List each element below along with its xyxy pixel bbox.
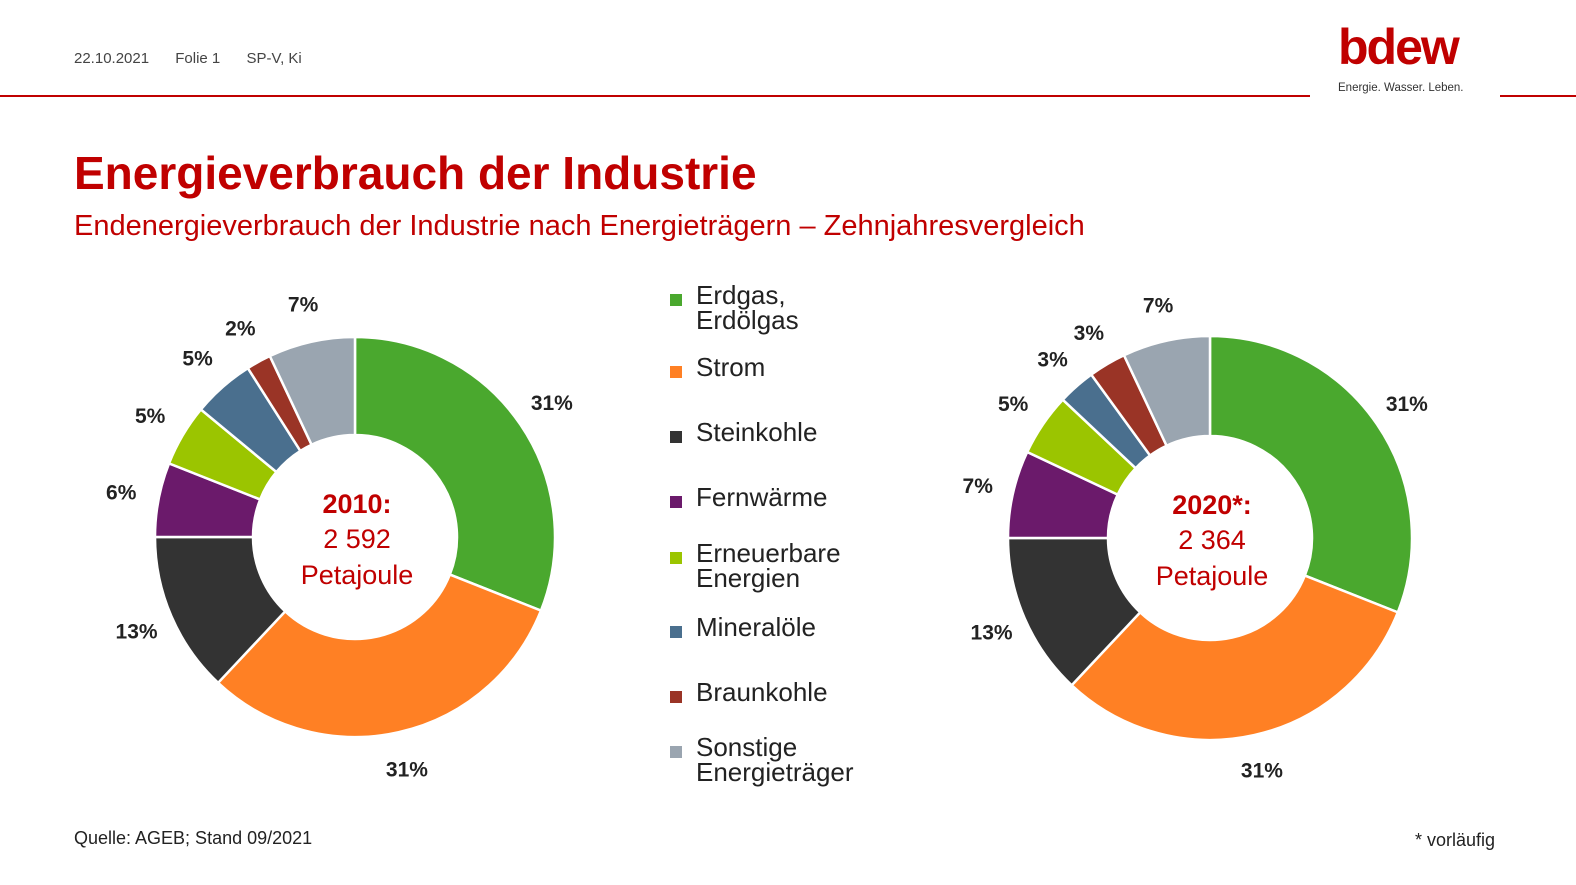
donut-slice-strom: [1069, 573, 1400, 742]
donut-slice-sonstige: [268, 335, 357, 447]
legend-label: Braunkohle: [696, 677, 828, 707]
legend-swatch: [670, 496, 682, 508]
slice-value-label: 3%: [1037, 348, 1068, 371]
slice-value-label: 31%: [1241, 759, 1283, 782]
slide-number: Folie 1: [175, 50, 221, 67]
legend-item-strom: Strom: [670, 352, 896, 382]
source-note: Quelle: AGEB; Stand 09/2021: [74, 828, 313, 848]
legend-item-erneuerbare: Erneuerbare Energien: [670, 538, 896, 593]
slice-value-label: 5%: [998, 393, 1029, 416]
center-unit-label: Petajoule: [301, 560, 414, 590]
slide-meta: 22.10.2021 Folie 1 SP-V, Ki: [74, 50, 324, 67]
slice-value-label: 6%: [106, 481, 137, 504]
center-total-value: 2 592: [323, 524, 391, 554]
center-total-value: 2 364: [1178, 525, 1246, 555]
slide-author: SP-V, Ki: [246, 50, 302, 67]
legend-label: Mineralöle: [696, 612, 816, 642]
page-subtitle: Endenergieverbrauch der Industrie nach E…: [74, 210, 1085, 242]
logo-tagline: Energie. Wasser. Leben.: [1338, 82, 1464, 94]
slice-value-label: 5%: [182, 347, 213, 370]
legend-item-braunkohle: Braunkohle: [670, 677, 896, 707]
center-year-label: 2010:: [322, 489, 391, 519]
center-unit-label: Petajoule: [1156, 561, 1269, 591]
slice-value-label: 5%: [135, 405, 166, 428]
legend-swatch: [670, 366, 682, 378]
page-title: Energieverbrauch der Industrie: [74, 147, 757, 199]
legend-swatch: [670, 691, 682, 703]
donut-slice-sonstige: [1122, 334, 1212, 448]
slice-value-label: 13%: [116, 621, 158, 644]
slide-date: 22.10.2021: [74, 50, 150, 67]
legend-label: Erdgas, Erdölgas: [696, 280, 799, 335]
slice-value-label: 31%: [1386, 393, 1428, 416]
legend-label: Steinkohle: [696, 417, 818, 447]
bdew-logo: bdew Energie. Wasser. Leben.: [1338, 22, 1478, 94]
logo-wordmark: bdew: [1338, 19, 1460, 75]
legend-swatch: [670, 746, 682, 758]
legend-item-sonstige: Sonstige Energieträger: [670, 732, 896, 787]
donut-slice-strom: [216, 572, 543, 739]
legend-swatch: [670, 552, 682, 564]
legend-swatch: [670, 626, 682, 638]
legend-item-mineraloele: Mineralöle: [670, 612, 896, 642]
slice-value-label: 31%: [386, 758, 428, 781]
legend-item-erdgas: Erdgas, Erdölgas: [670, 280, 896, 335]
header-rule-left: [0, 95, 1310, 97]
donut-chart-1: 31% 31% 13% 6% 5% 5% 2% 7% 2010: 2 592 Petajoule: [106, 294, 573, 782]
legend-label: Strom: [696, 352, 766, 382]
legend-swatch: [670, 294, 682, 306]
legend-item-fernwaerme: Fernwärme: [670, 482, 896, 512]
footnote: * vorläufig: [1415, 830, 1496, 850]
slice-value-label: 7%: [288, 294, 319, 317]
donut-chart-2: 31% 31% 13% 7% 5% 3% 3% 7% 2020*: 2 364 Petajoule: [963, 295, 1429, 783]
header-rule-right: [1500, 95, 1576, 97]
donut-slice-erdgas: [1208, 334, 1414, 614]
slice-value-label: 13%: [971, 622, 1013, 645]
slice-value-label: 31%: [531, 392, 573, 415]
donut-slice-erdgas: [353, 335, 557, 613]
center-year-label: 2020*:: [1172, 490, 1252, 520]
slice-value-label: 3%: [1074, 322, 1105, 345]
legend-label: Fernwärme: [696, 482, 828, 512]
legend-label: Erneuerbare Energien: [696, 538, 841, 593]
slice-value-label: 7%: [1143, 295, 1174, 318]
slice-value-label: 2%: [225, 317, 256, 340]
legend-item-steinkohle: Steinkohle: [670, 417, 896, 447]
slice-value-label: 7%: [963, 475, 994, 498]
legend-swatch: [670, 431, 682, 443]
legend-label: Sonstige Energieträger: [696, 732, 854, 787]
